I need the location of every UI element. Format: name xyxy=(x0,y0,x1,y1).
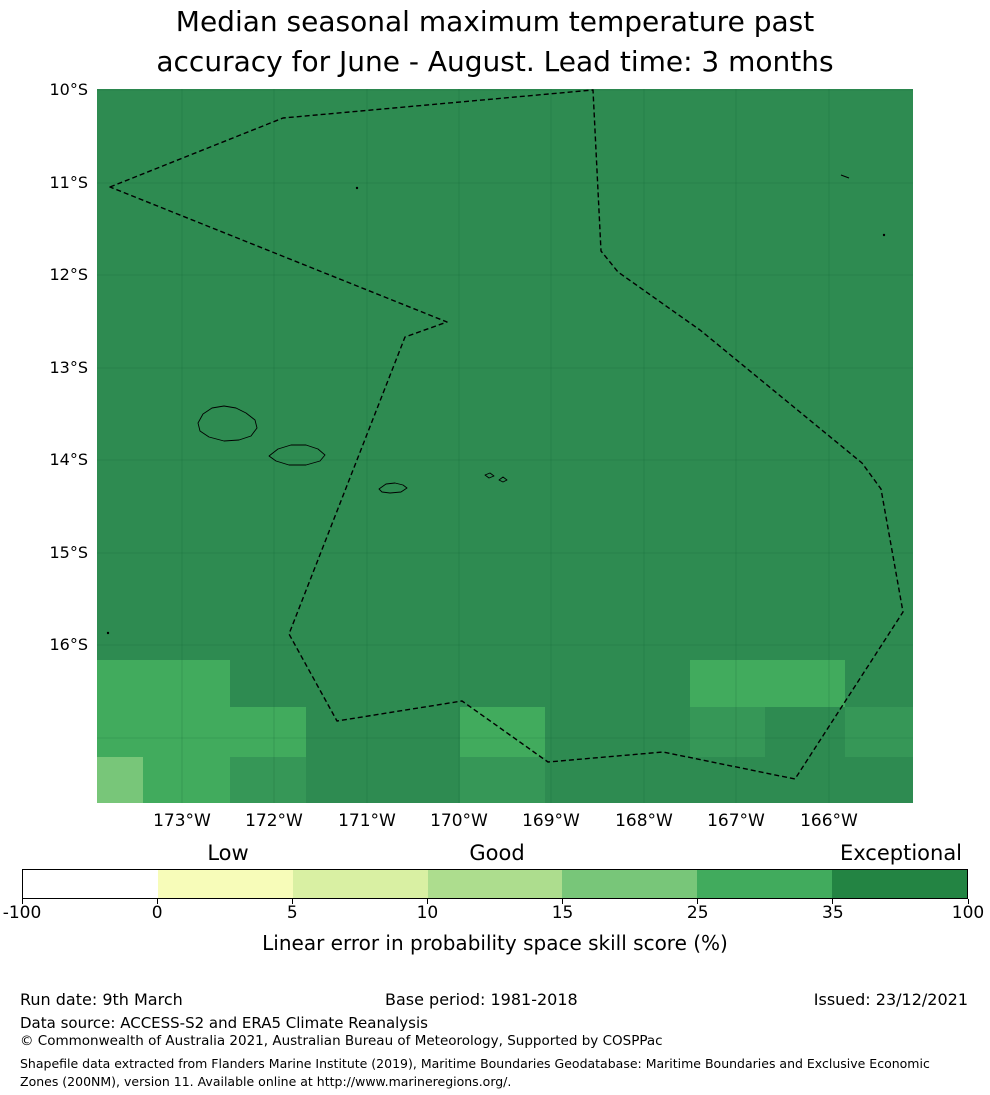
x-axis-tick-label: 167°W xyxy=(707,811,765,831)
x-axis-tick-label: 169°W xyxy=(522,811,580,831)
colorbar-tick-mark xyxy=(832,899,834,904)
skill-band-patch xyxy=(97,757,143,803)
skill-band-patch xyxy=(230,757,306,803)
eez-boundary xyxy=(109,89,904,780)
x-axis-tick-label: 170°W xyxy=(430,811,488,831)
colorbar-tick-label: 10 xyxy=(416,903,439,923)
copyright-text: © Commonwealth of Australia 2021, Austra… xyxy=(20,1033,663,1049)
colorbar-tick-label: 5 xyxy=(286,903,298,923)
skill-band-patch xyxy=(143,757,230,803)
islet-speck xyxy=(882,233,886,237)
island-coastline xyxy=(378,482,408,494)
colorbar-tick-mark xyxy=(562,899,564,904)
skill-band-patch xyxy=(845,707,913,757)
y-axis-tick-label: 15°S xyxy=(49,543,88,562)
figure-title: Median seasonal maximum temperature past… xyxy=(0,2,990,82)
colorbar-tick-mark xyxy=(291,899,293,904)
colorbar-segment xyxy=(427,870,563,898)
figure-title-line2: accuracy for June - August. Lead time: 3… xyxy=(156,45,834,78)
y-axis-tick-label: 12°S xyxy=(49,265,88,284)
x-axis-tick-label: 172°W xyxy=(245,811,303,831)
colorbar-tick-label: 25 xyxy=(686,903,709,923)
y-axis-tick-label: 14°S xyxy=(49,450,88,469)
y-axis-tick-label: 13°S xyxy=(49,358,88,377)
shapefile-note-text: Shapefile data extracted from Flanders M… xyxy=(20,1056,930,1089)
colorbar-segment xyxy=(562,870,698,898)
colorbar-segment xyxy=(697,870,833,898)
island-coastline xyxy=(498,476,508,483)
colorbar-segment xyxy=(157,870,293,898)
colorbar-tick-label: 35 xyxy=(822,903,844,923)
colorbar-tick-mark xyxy=(697,899,699,904)
colorbar-tick-mark xyxy=(21,899,23,904)
x-axis-tick-label: 166°W xyxy=(800,811,858,831)
islet-speck xyxy=(106,631,110,635)
island-coastline xyxy=(268,444,326,466)
colorbar-tick-label: 0 xyxy=(151,903,163,923)
base-period-text: Base period: 1981-2018 xyxy=(385,990,578,1009)
y-axis-tick-label: 10°S xyxy=(49,80,88,99)
colorbar-category-label: Exceptional xyxy=(839,841,963,865)
skill-band-patch xyxy=(460,757,545,803)
colorbar-tick-mark xyxy=(426,899,428,904)
colorbar-category-label: Low xyxy=(207,841,249,865)
skill-band-patch xyxy=(690,707,765,757)
colorbar-axis-label: Linear error in probability space skill … xyxy=(262,931,728,955)
y-axis-tick-label: 11°S xyxy=(49,173,88,192)
islet-speck xyxy=(840,174,850,179)
colorbar-segment xyxy=(23,870,158,898)
x-axis-tick-label: 173°W xyxy=(153,811,211,831)
colorbar-category-label: Good xyxy=(469,841,525,865)
colorbar-tick-mark xyxy=(967,899,969,904)
skill-band-patch xyxy=(97,707,306,757)
run-date-text: Run date: 9th March xyxy=(20,990,183,1009)
map-panel xyxy=(97,89,913,803)
x-axis-tick-label: 171°W xyxy=(338,811,396,831)
map-svg xyxy=(97,89,913,803)
skill-band-patch xyxy=(460,707,545,757)
data-source-text: Data source: ACCESS-S2 and ERA5 Climate … xyxy=(20,1014,428,1032)
y-axis-tick-label: 16°S xyxy=(49,635,88,654)
colorbar-tick-label: 100 xyxy=(951,903,985,923)
skill-band-patch xyxy=(97,660,230,707)
islet-speck xyxy=(355,186,359,190)
colorbar-segment xyxy=(832,870,968,898)
colorbar-tick-label: -100 xyxy=(2,903,42,923)
figure-title-line1: Median seasonal maximum temperature past xyxy=(175,5,815,38)
skill-band-patch xyxy=(690,660,845,707)
issued-date-text: Issued: 23/12/2021 xyxy=(813,990,968,1009)
x-axis-tick-label: 168°W xyxy=(615,811,673,831)
island-coastline xyxy=(197,405,258,442)
colorbar-tick-label: 15 xyxy=(551,903,574,923)
island-coastline xyxy=(484,472,495,479)
colorbar xyxy=(22,869,968,899)
colorbar-tick-mark xyxy=(156,899,158,904)
colorbar-segment xyxy=(292,870,428,898)
